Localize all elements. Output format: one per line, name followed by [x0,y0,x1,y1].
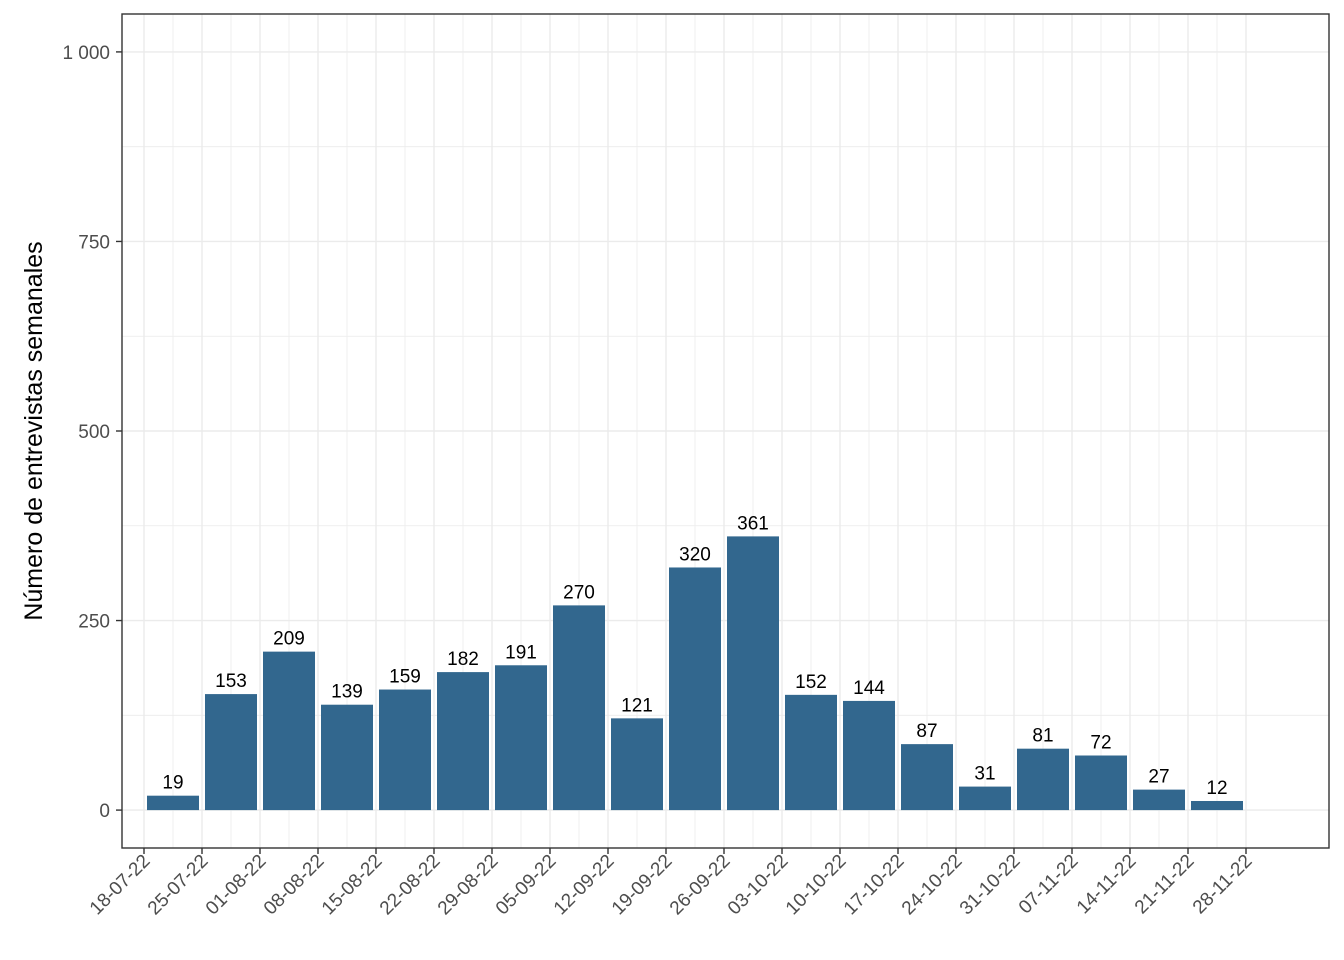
bar-value-label: 152 [795,672,827,693]
bar [495,665,547,811]
y-axis: 0 250 500 750 1 000 [62,43,122,822]
bar [727,536,779,811]
y-tick-label: 750 [78,232,110,253]
bar-value-label: 72 [1090,733,1111,754]
x-tick-label: 25-07-22 [144,851,213,920]
bar [1075,755,1127,811]
bar [959,786,1011,811]
bar-value-label: 87 [916,721,937,742]
x-tick-label: 28-11-22 [1189,851,1257,919]
bar [205,694,257,811]
x-tick-label: 21-11-22 [1131,851,1199,919]
bars [147,536,1243,811]
bar-value-label: 121 [621,695,653,716]
bar [379,689,431,811]
bar-value-label: 159 [389,667,421,688]
bar-value-label: 182 [447,649,479,670]
y-tick-label: 1 000 [62,43,110,64]
x-tick-label: 10-10-22 [782,851,851,920]
bar [843,700,895,811]
x-tick-label: 22-08-22 [376,851,445,920]
bar-value-label: 361 [737,513,769,534]
x-tick-label: 18-07-22 [86,851,155,920]
x-tick-label: 19-09-22 [608,851,677,920]
x-tick-label: 31-10-22 [956,851,1025,920]
x-tick-label: 08-08-22 [260,851,329,920]
bar-value-label: 191 [505,642,537,663]
y-tick-label: 500 [78,422,110,443]
bar-value-label: 27 [1148,767,1169,788]
bar [901,744,953,811]
bar [437,672,489,811]
bar [669,567,721,811]
bar-value-label: 31 [974,764,995,785]
y-axis-title: Número de entrevistas semanales [20,241,48,620]
x-tick-label: 26-09-22 [666,851,735,920]
bar [1133,789,1185,811]
bar [1017,748,1069,811]
x-tick-label: 14-11-22 [1073,851,1141,919]
bar-value-label: 139 [331,682,363,703]
bar [785,694,837,811]
x-tick-label: 12-09-22 [550,851,619,920]
bar-value-label: 320 [679,544,711,565]
x-tick-label: 29-08-22 [434,851,503,920]
x-axis: 18-07-2225-07-2201-08-2208-08-2215-08-22… [86,848,1257,919]
bar-value-label: 153 [215,671,247,692]
bar-value-label: 81 [1032,726,1053,747]
bar [147,795,199,811]
bar [1191,800,1243,811]
bar-value-label: 19 [162,773,183,794]
bar-value-label: 270 [563,582,595,603]
bar [611,718,663,811]
x-tick-label: 15-08-22 [318,851,387,920]
x-tick-label: 05-09-22 [492,851,561,920]
x-tick-label: 24-10-22 [898,851,967,920]
x-tick-label: 03-10-22 [724,851,793,920]
x-tick-label: 07-11-22 [1015,851,1083,919]
bar [321,704,373,811]
bar [263,651,315,811]
y-tick-label: 0 [99,801,110,822]
data-labels: 19 153 209 139 159 182 191 270 121 320 361 152 144 87… [162,513,1227,799]
bar-value-label: 12 [1206,778,1227,799]
y-tick-label: 250 [78,612,110,633]
bar-value-label: 144 [853,678,885,699]
bar-value-label: 209 [273,629,305,650]
x-tick-label: 01-08-22 [202,851,271,920]
bar [553,605,605,811]
x-tick-label: 17-10-22 [840,851,909,920]
